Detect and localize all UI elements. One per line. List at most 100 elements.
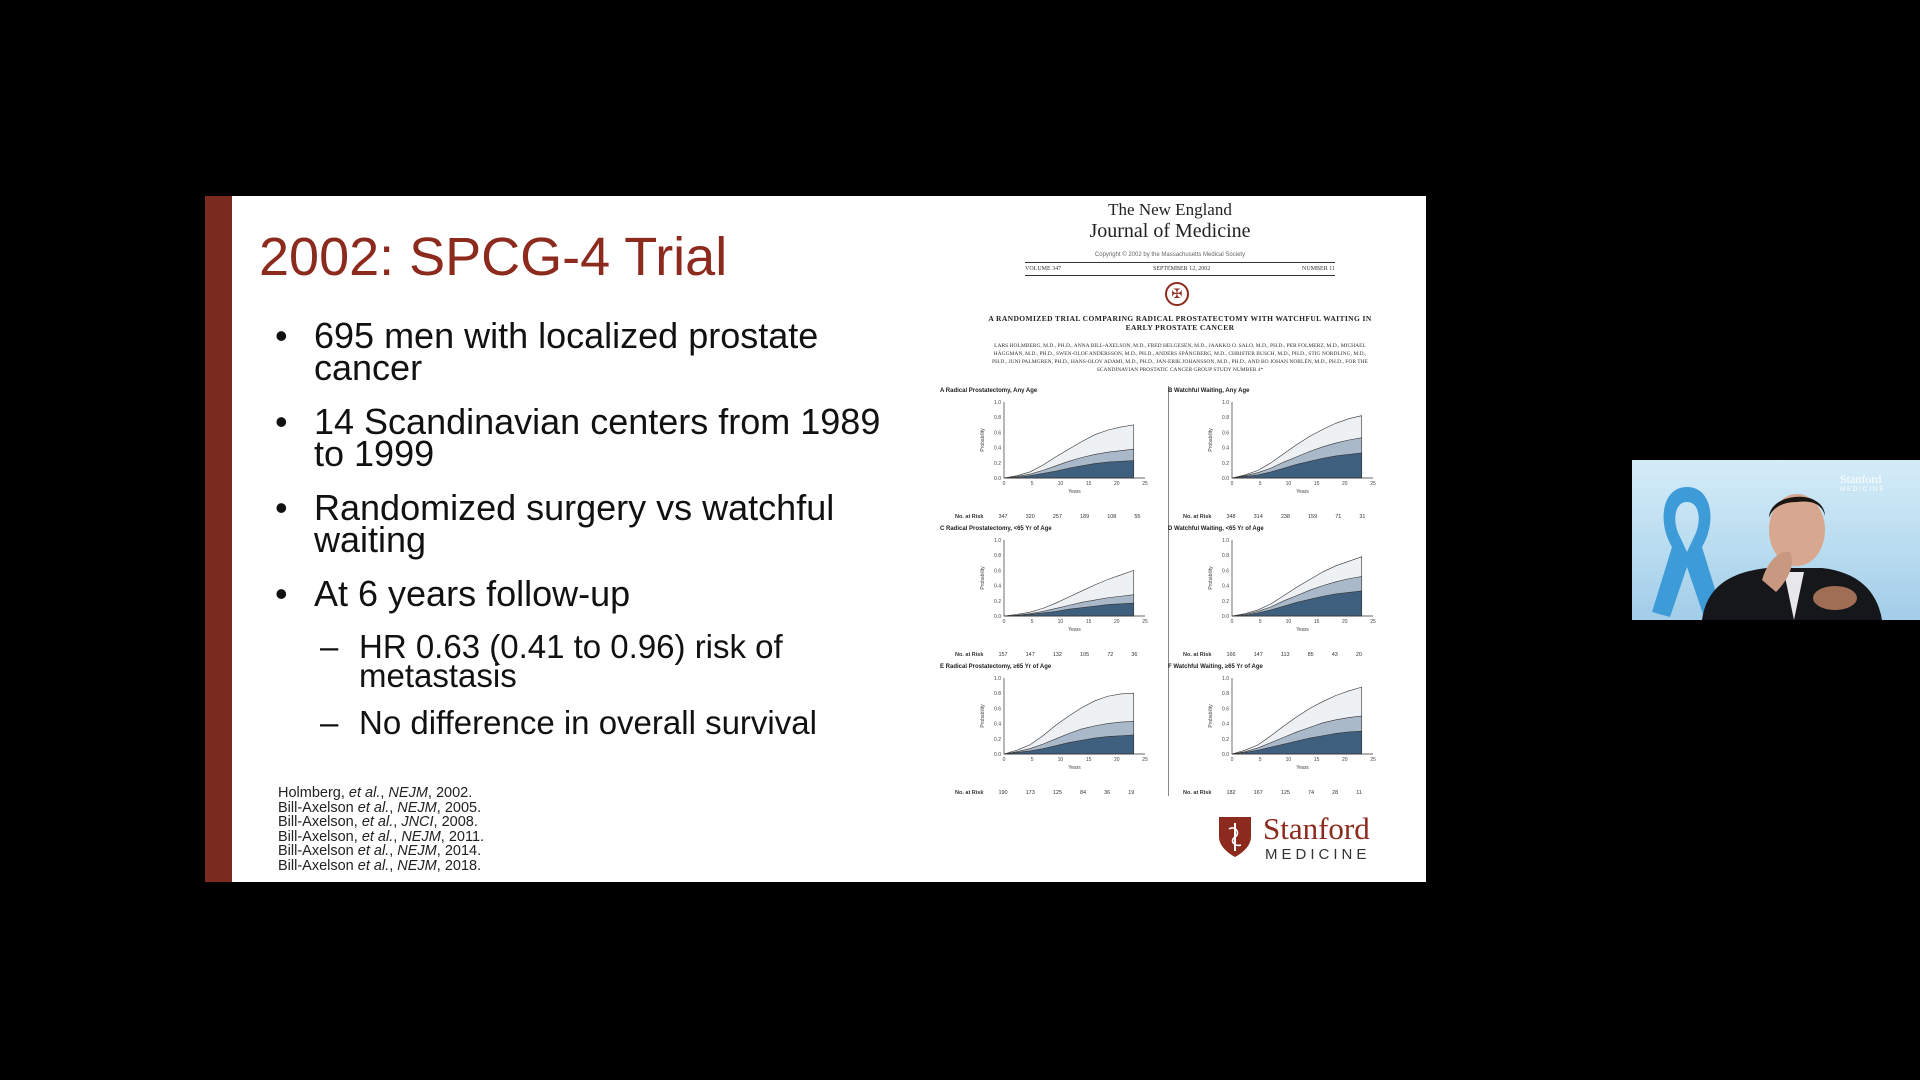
y-axis-label: Probability [980,566,986,590]
figure-panel: D Watchful Waiting, <65 Yr of Age 0.0 0.2 0… [1168,526,1388,661]
x-axis-label: Years [1296,627,1309,633]
reference-item: Bill-Axelson, et al., NEJM, 2011. [278,828,485,845]
y-tick-label: 0.8 [994,415,1001,421]
at-risk-value: 125 [1280,790,1290,796]
at-risk-value: 125 [1052,790,1062,796]
x-tick-label: 5 [1031,481,1034,487]
x-tick-label: 0 [1003,481,1006,487]
at-risk-value: 113 [1280,652,1290,658]
x-axis-label: Years [1296,765,1309,771]
y-axis-label: Probability [980,428,986,452]
x-tick-label: 0 [1003,757,1006,763]
at-risk-value: 36 [1131,652,1138,658]
number-at-risk-row: No. at Risk 166 147 113 85 43 20 [1183,652,1362,658]
number-at-risk-row: No. at Risk 157 147 132 105 72 36 [955,652,1138,658]
x-tick-label: 10 [1286,619,1292,625]
slide-accent-bar [205,196,232,882]
at-risk-value: 182 [1226,790,1236,796]
panel-title: C Radical Prostatectomy, <65 Yr of Age [940,526,1052,532]
at-risk-value: 108 [1107,514,1117,520]
panel-title: E Radical Prostatectomy, ≥65 Yr of Age [940,664,1052,670]
at-risk-value: 19 [1128,790,1135,796]
at-risk-value: 105 [1080,652,1090,658]
y-tick-label: 0.2 [994,737,1001,743]
y-tick-label: 0.0 [1222,476,1229,482]
number-at-risk-row: No. at Risk 182 167 125 74 28 11 [1183,790,1362,796]
at-risk-value: 157 [998,652,1008,658]
x-tick-label: 15 [1086,481,1092,487]
y-tick-label: 0.8 [994,691,1001,697]
y-tick-label: 0.8 [1222,691,1229,697]
at-risk-value: 132 [1052,652,1062,658]
bullet-item: At 6 years follow-up [275,576,915,612]
panel-chart: 0.0 0.2 0.4 0.6 0.8 1.0 0 5 10 15 20 25 Years Probabi… [1208,538,1376,633]
bullet-item: 695 men with localized prostate cancer [275,318,915,386]
at-risk-value: 190 [998,790,1008,796]
journal-number: NUMBER 11 [1302,266,1335,272]
number-at-risk-row: No. at Risk 348 314 238 159 71 31 [1183,514,1366,520]
bullet-list: 695 men with localized prostate cancer 1… [275,318,915,755]
x-tick-label: 25 [1142,619,1148,625]
at-risk-value: 36 [1104,790,1111,796]
at-risk-value: 74 [1308,790,1315,796]
panel-title: D Watchful Waiting, <65 Yr of Age [1168,526,1264,532]
panel-title: B Watchful Waiting, Any Age [1168,388,1250,394]
figure-panel: C Radical Prostatectomy, <65 Yr of Age 0.… [940,526,1160,661]
y-tick-label: 1.0 [1222,538,1229,544]
y-tick-label: 0.6 [1222,706,1229,712]
y-tick-label: 0.0 [1222,752,1229,758]
reference-item: Bill-Axelson et al., NEJM, 2005. [278,799,482,816]
y-tick-label: 1.0 [1222,676,1229,682]
y-tick-label: 1.0 [1222,400,1229,406]
number-at-risk-row: No. at Risk 190 173 125 84 36 19 [955,790,1135,796]
cumulative-incidence-area-low [1231,590,1363,617]
y-tick-label: 0.8 [994,553,1001,559]
presenter-image [1702,494,1882,620]
cumulative-incidence-area-low [1231,730,1363,755]
x-tick-label: 20 [1342,481,1348,487]
at-risk-value: 166 [1226,652,1236,658]
y-tick-label: 0.4 [1222,446,1229,452]
y-tick-label: 0.6 [994,706,1001,712]
article-authors: LARS HOLMBERG, M.D., PH.D., ANNA BILL-AX… [992,343,1368,373]
panel-divider [1168,386,1169,796]
at-risk-value: 314 [1253,514,1263,520]
reference-item: Bill-Axelson et al., NEJM, 2018. [278,857,482,874]
y-tick-label: 0.2 [1222,599,1229,605]
x-tick-label: 10 [1058,481,1064,487]
x-tick-label: 10 [1058,757,1064,763]
y-tick-label: 0.0 [1222,614,1229,620]
figure-panel: B Watchful Waiting, Any Age 0.0 0.2 0.4 0.6 0… [1168,388,1388,523]
journal-copyright: Copyright © 2002 by the Massachusetts Me… [1094,252,1246,258]
bullet-item: Randomized surgery vs watchful waiting [275,490,915,558]
x-tick-label: 25 [1370,757,1376,763]
x-tick-label: 10 [1286,757,1292,763]
y-tick-label: 0.6 [994,568,1001,574]
at-risk-value: 55 [1134,514,1141,520]
sub-bullet-item: No difference in overall survival [275,706,915,739]
at-risk-value: 347 [998,514,1008,520]
y-tick-label: 0.2 [1222,737,1229,743]
sub-bullet-item: HR 0.63 (0.41 to 0.96) risk of metastasi… [275,630,915,692]
x-tick-label: 20 [1114,481,1120,487]
x-axis-label: Years [1068,489,1081,495]
panel-axes [1003,540,1145,617]
slide-title: 2002: SPCG-4 Trial [259,227,728,287]
panel-chart: 0.0 0.2 0.4 0.6 0.8 1.0 0 5 10 15 20 25 Years Probabi… [1208,400,1376,495]
x-tick-label: 5 [1031,757,1034,763]
x-tick-label: 20 [1114,757,1120,763]
journal-name-line2: Journal of Medicine [1089,220,1251,242]
at-risk-value: 167 [1253,790,1263,796]
y-tick-label: 1.0 [994,538,1001,544]
x-tick-label: 0 [1231,481,1234,487]
at-risk-value: 84 [1080,790,1087,796]
panel-axes [1231,402,1373,479]
x-tick-label: 15 [1086,619,1092,625]
y-tick-label: 1.0 [994,676,1001,682]
at-risk-value: 72 [1107,652,1114,658]
y-tick-label: 0.6 [1222,568,1229,574]
y-tick-label: 0.4 [994,722,1001,728]
webcam-video-feed: Stanford MEDICINE [1632,460,1920,620]
at-risk-value: 238 [1280,514,1290,520]
y-axis-label: Probability [1208,428,1214,452]
